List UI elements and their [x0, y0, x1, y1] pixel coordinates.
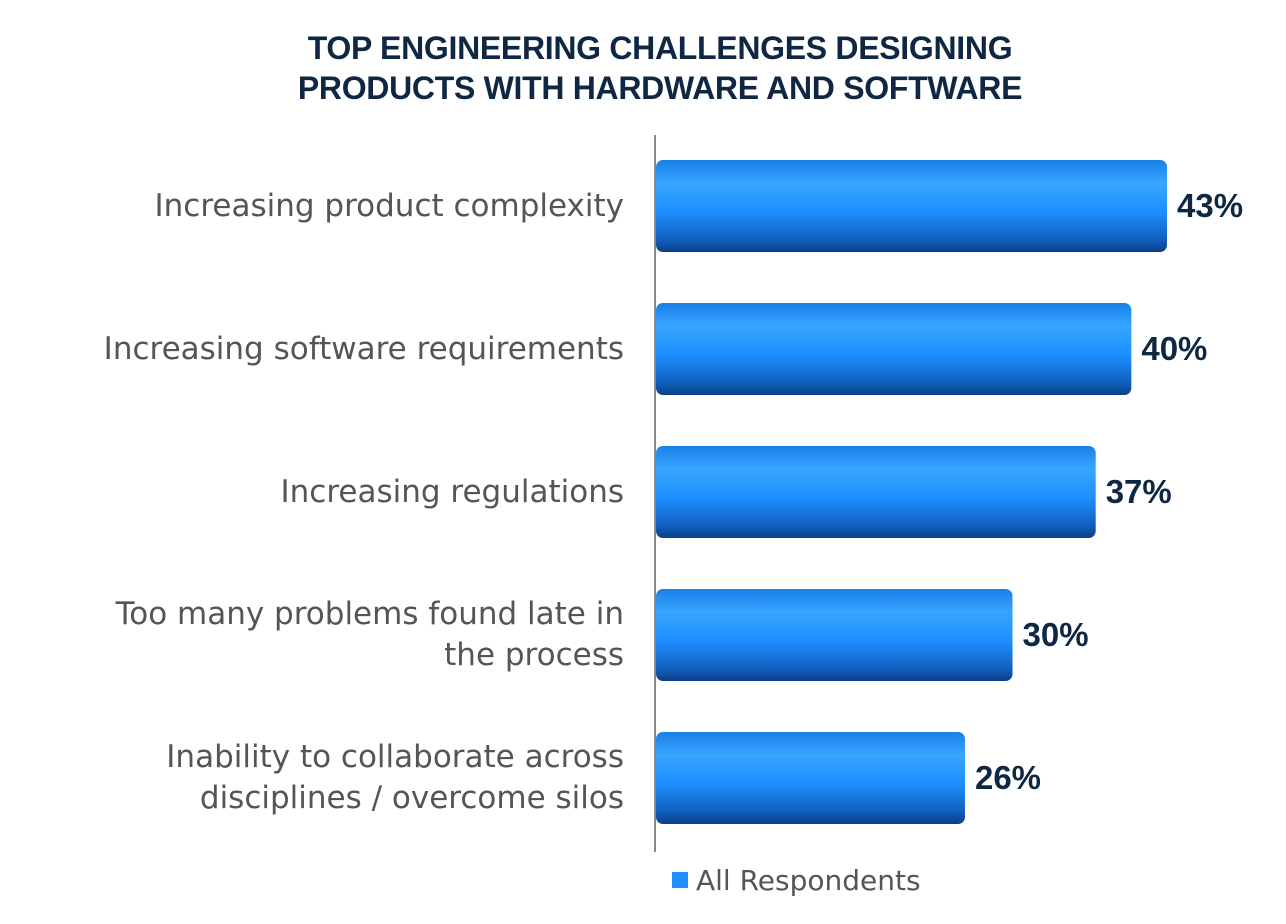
bar-3 [656, 446, 1096, 538]
category-label-line: Increasing regulations [280, 473, 624, 510]
chart-title-line-2: PRODUCTS WITH HARDWARE AND SOFTWARE [297, 70, 1023, 106]
category-label-3: Increasing regulations [24, 472, 624, 513]
chart-title-line-1: TOP ENGINEERING CHALLENGES DESIGNING [307, 30, 1013, 66]
category-label-1: Increasing product complexity [24, 186, 624, 227]
category-label-2: Increasing software requirements [24, 329, 624, 370]
data-label-2: 40% [1141, 330, 1208, 367]
legend: All Respondents [672, 860, 921, 900]
category-label-line: Too many problems found late in [115, 596, 624, 632]
legend-label: All Respondents [696, 863, 921, 897]
category-label-line: Increasing software requirements [103, 330, 624, 367]
bar-4 [656, 589, 1013, 681]
data-label-3: 37% [1105, 473, 1172, 510]
bar-2 [656, 303, 1132, 395]
bar-5 [656, 732, 965, 824]
legend-swatch [672, 872, 688, 888]
data-label-1: 43% [1177, 187, 1244, 224]
category-label-5: Inability to collaborate across disciplin… [24, 737, 624, 819]
data-label-5: 26% [974, 759, 1042, 796]
category-label-4: Too many problems found late in the proce… [24, 594, 624, 676]
category-label-line: disciplines / overcome silos [199, 780, 624, 816]
data-label-4: 30% [1022, 616, 1089, 653]
chart-title: TOP ENGINEERING CHALLENGES DESIGNING PRO… [160, 28, 1160, 108]
category-label-line: the process [444, 637, 624, 673]
category-label-line: Increasing product complexity [154, 187, 624, 224]
bar-1 [656, 160, 1167, 252]
category-label-line: Inability to collaborate across [166, 739, 624, 775]
